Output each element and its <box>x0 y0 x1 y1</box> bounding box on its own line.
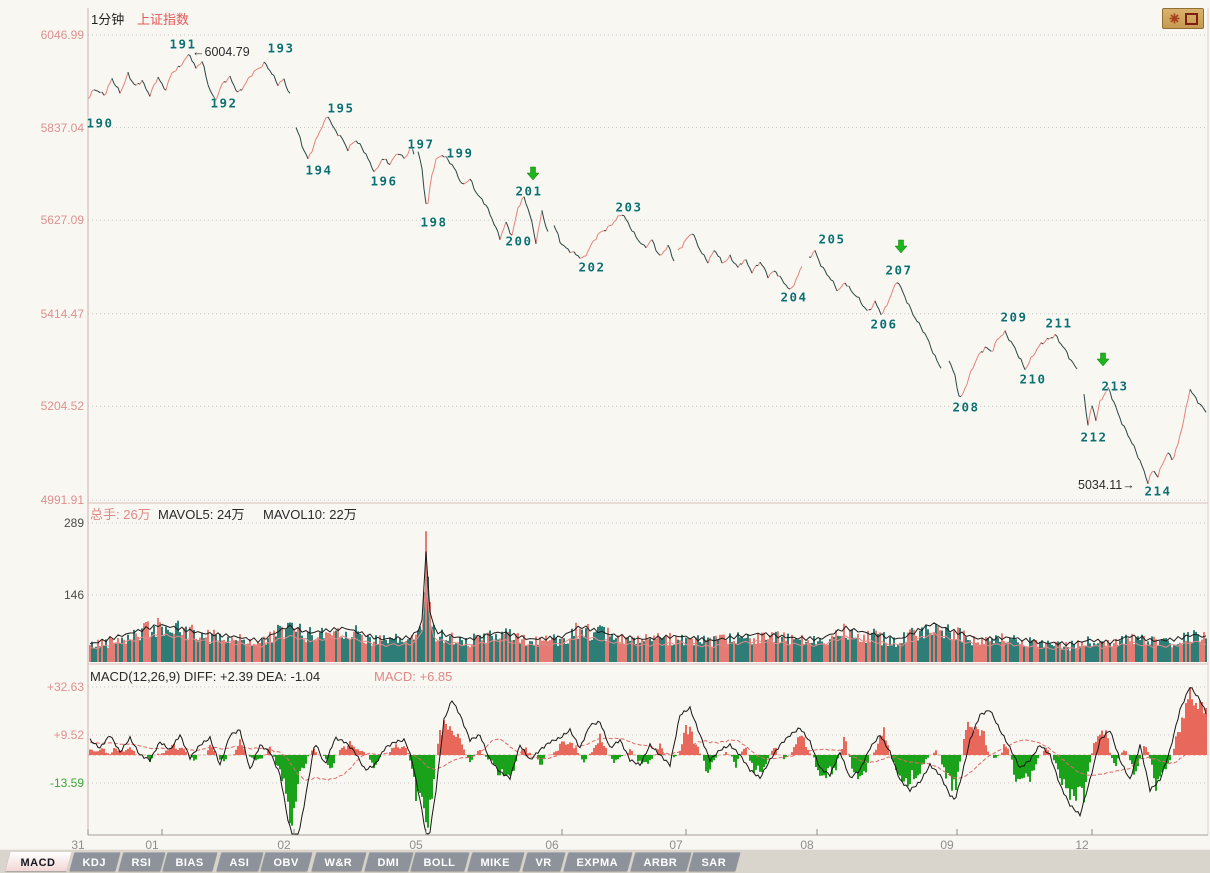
indicator-tab-label: BIAS <box>175 857 205 869</box>
wave-count-label: 212 <box>1080 429 1108 445</box>
wave-count-label: 198 <box>420 214 448 230</box>
wave-count-label: 197 <box>407 136 435 152</box>
indicator-tab-sar[interactable]: SAR <box>688 852 741 871</box>
indicator-tab-label: BOLL <box>423 857 456 869</box>
indicator-tab-mike[interactable]: MIKE <box>467 852 525 871</box>
wave-count-label: 206 <box>870 316 898 332</box>
sell-signal-arrow-icon <box>1096 352 1110 367</box>
indicator-tab-rsi[interactable]: RSI <box>117 852 165 871</box>
indicator-tab-arbr[interactable]: ARBR <box>630 852 691 871</box>
tools-icon[interactable] <box>1168 12 1181 25</box>
indicator-tab-label: SAR <box>701 857 727 869</box>
indicator-tab-label: OBV <box>273 857 300 869</box>
wave-count-label: 196 <box>370 173 398 189</box>
date-axis-label: 06 <box>545 838 559 852</box>
indicator-tab-label: DMI <box>377 857 399 869</box>
indicator-tab-asi[interactable]: ASI <box>216 852 264 871</box>
period-label[interactable]: 1分钟 <box>91 12 125 27</box>
restore-window-icon[interactable] <box>1185 12 1199 25</box>
wave-count-label: 201 <box>515 183 543 199</box>
indicator-tab-label: EXPMA <box>576 857 619 869</box>
indicator-tab-label: W&R <box>324 857 353 869</box>
indicator-tab-label: ASI <box>229 857 249 869</box>
wave-count-label: 191 <box>169 36 197 52</box>
wave-count-label: 199 <box>446 145 474 161</box>
indicator-tab-label: ARBR <box>643 857 677 869</box>
indicator-tab-dmi[interactable]: DMI <box>364 852 413 871</box>
price-axis-label: 6046.99 <box>40 28 84 42</box>
macd-value-legend: MACD: +6.85 <box>374 669 453 684</box>
date-axis-label: 09 <box>940 838 954 852</box>
macd-axis-label: +32.63 <box>46 680 84 694</box>
low-price-callout: 5034.11→ <box>1078 478 1135 492</box>
indicator-tab-obv[interactable]: OBV <box>260 852 314 871</box>
index-name-label[interactable]: 上证指数 <box>137 12 190 27</box>
indicator-tab-boll[interactable]: BOLL <box>410 852 470 871</box>
wave-count-label: 211 <box>1045 315 1073 331</box>
wave-count-label: 200 <box>505 233 533 249</box>
wave-count-label: 210 <box>1019 371 1047 387</box>
volume-axis-label: 146 <box>63 588 84 602</box>
wave-count-label: 203 <box>615 199 643 215</box>
indicator-tab-wr[interactable]: W&R <box>311 852 367 871</box>
date-axis-label: 07 <box>669 838 683 852</box>
wave-count-label: 213 <box>1101 378 1129 394</box>
sell-signal-arrow-icon <box>894 239 908 254</box>
indicator-tabbar: MACD KDJ RSI BIAS ASI OBV W&R DMI BOLL MIKE VR EXPM… <box>0 849 1210 873</box>
wave-count-label: 193 <box>267 40 295 56</box>
wave-count-label: 204 <box>780 289 808 305</box>
macd-params-legend: MACD(12,26,9) DIFF: +2.39 DEA: -1.04 <box>90 669 321 684</box>
indicator-tab-label: VR <box>535 857 552 869</box>
wave-count-label: 202 <box>578 259 606 275</box>
macd-axis-label: -13.59 <box>49 776 84 790</box>
price-axis-label: 5204.52 <box>40 399 84 413</box>
wave-count-label: 195 <box>327 100 355 116</box>
indicator-tab-label: MACD <box>20 857 56 869</box>
indicator-tab-label: KDJ <box>82 857 106 869</box>
date-axis-label: 01 <box>145 838 159 852</box>
volume-current-legend: 总手: 26万 <box>90 507 151 522</box>
window-controls <box>1162 8 1204 29</box>
wave-count-label: 205 <box>818 231 846 247</box>
date-axis-label: 05 <box>409 838 423 852</box>
wave-count-label: 214 <box>1144 483 1172 499</box>
wave-count-label: 192 <box>210 95 238 111</box>
indicator-tab-expma[interactable]: EXPMA <box>563 852 633 871</box>
price-axis-label: 5414.47 <box>40 307 84 321</box>
indicator-tab-vr[interactable]: VR <box>522 852 566 871</box>
date-axis-label: 02 <box>277 838 291 852</box>
indicator-tab-label: RSI <box>130 857 151 869</box>
date-axis-label: 12 <box>1075 838 1089 852</box>
wave-count-label: 207 <box>885 262 913 278</box>
macd-axis-label: +9.52 <box>53 728 84 742</box>
price-axis-label: 5837.04 <box>40 121 84 135</box>
price-axis-label: 5627.09 <box>40 213 84 227</box>
price-axis-label: 4991.91 <box>40 493 84 507</box>
indicator-tab-bias[interactable]: BIAS <box>162 852 219 871</box>
wave-count-label: 209 <box>1000 309 1028 325</box>
indicator-tab-label: MIKE <box>480 857 511 869</box>
wave-count-label: 190 <box>86 115 114 131</box>
date-axis-label: 08 <box>800 838 814 852</box>
wave-count-label: 208 <box>952 399 980 415</box>
indicator-tab-kdj[interactable]: KDJ <box>69 852 121 871</box>
sell-signal-arrow-icon <box>526 166 540 181</box>
date-axis-label: 31 <box>71 838 85 852</box>
indicator-tab-macd[interactable]: MACD <box>5 852 72 871</box>
mavol5-legend: MAVOL5: 24万 <box>158 507 245 522</box>
wave-count-label: 194 <box>305 162 333 178</box>
mavol10-legend: MAVOL10: 22万 <box>263 507 357 522</box>
peak-price-callout: ←6004.79 <box>192 45 250 59</box>
volume-axis-label: 289 <box>63 516 84 530</box>
